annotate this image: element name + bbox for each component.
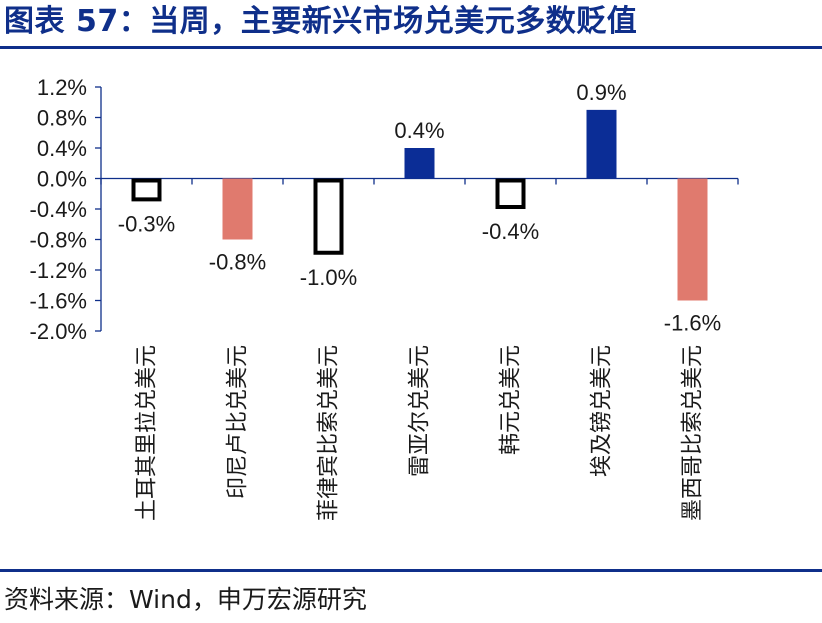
bar <box>404 148 435 179</box>
source-rule <box>0 569 822 572</box>
data-label: -1.6% <box>664 311 721 336</box>
category-label: 雷亚尔兑美元 <box>407 345 432 477</box>
y-tick-label: -1.2% <box>30 258 87 283</box>
y-tick-label: -1.6% <box>30 289 87 314</box>
bar <box>131 178 162 202</box>
source-note: 资料来源：Wind，申万宏源研究 <box>4 585 367 614</box>
y-tick-label: 0.4% <box>37 136 87 161</box>
data-label: -0.8% <box>209 250 266 275</box>
category-label: 墨西哥比索兑美元 <box>680 345 705 521</box>
page-title: 图表 57：当周，主要新兴市场兑美元多数贬值 <box>4 4 638 39</box>
bar <box>313 178 344 255</box>
y-tick-label: 1.2% <box>37 75 87 100</box>
y-tick-label: 0.0% <box>37 167 87 192</box>
y-tick-label: 0.8% <box>37 106 87 131</box>
data-label: 0.9% <box>576 80 626 105</box>
y-tick-label: -0.4% <box>30 197 87 222</box>
data-label: -0.3% <box>118 211 175 236</box>
data-label: -0.4% <box>482 219 539 244</box>
title-rule <box>0 46 822 49</box>
bar <box>222 178 253 240</box>
bar <box>495 178 526 209</box>
y-tick-label: -0.8% <box>30 228 87 253</box>
category-label: 菲律宾比索兑美元 <box>316 345 341 521</box>
category-label: 韩元兑美元 <box>498 345 523 455</box>
bar <box>586 109 617 179</box>
category-label: 印尼卢比兑美元 <box>225 345 250 499</box>
y-tick-label: -2.0% <box>30 319 87 344</box>
category-label: 埃及镑兑美元 <box>589 345 614 477</box>
bar <box>677 178 708 301</box>
bar-chart: 1.2% 0.8% 0.4% 0.0% -0.4% -0.8% -1.2% -1.6% -2.0… <box>30 75 739 521</box>
data-label: 0.4% <box>394 118 444 143</box>
data-label: -1.0% <box>300 265 357 290</box>
category-label: 土耳其里拉兑美元 <box>134 345 159 521</box>
